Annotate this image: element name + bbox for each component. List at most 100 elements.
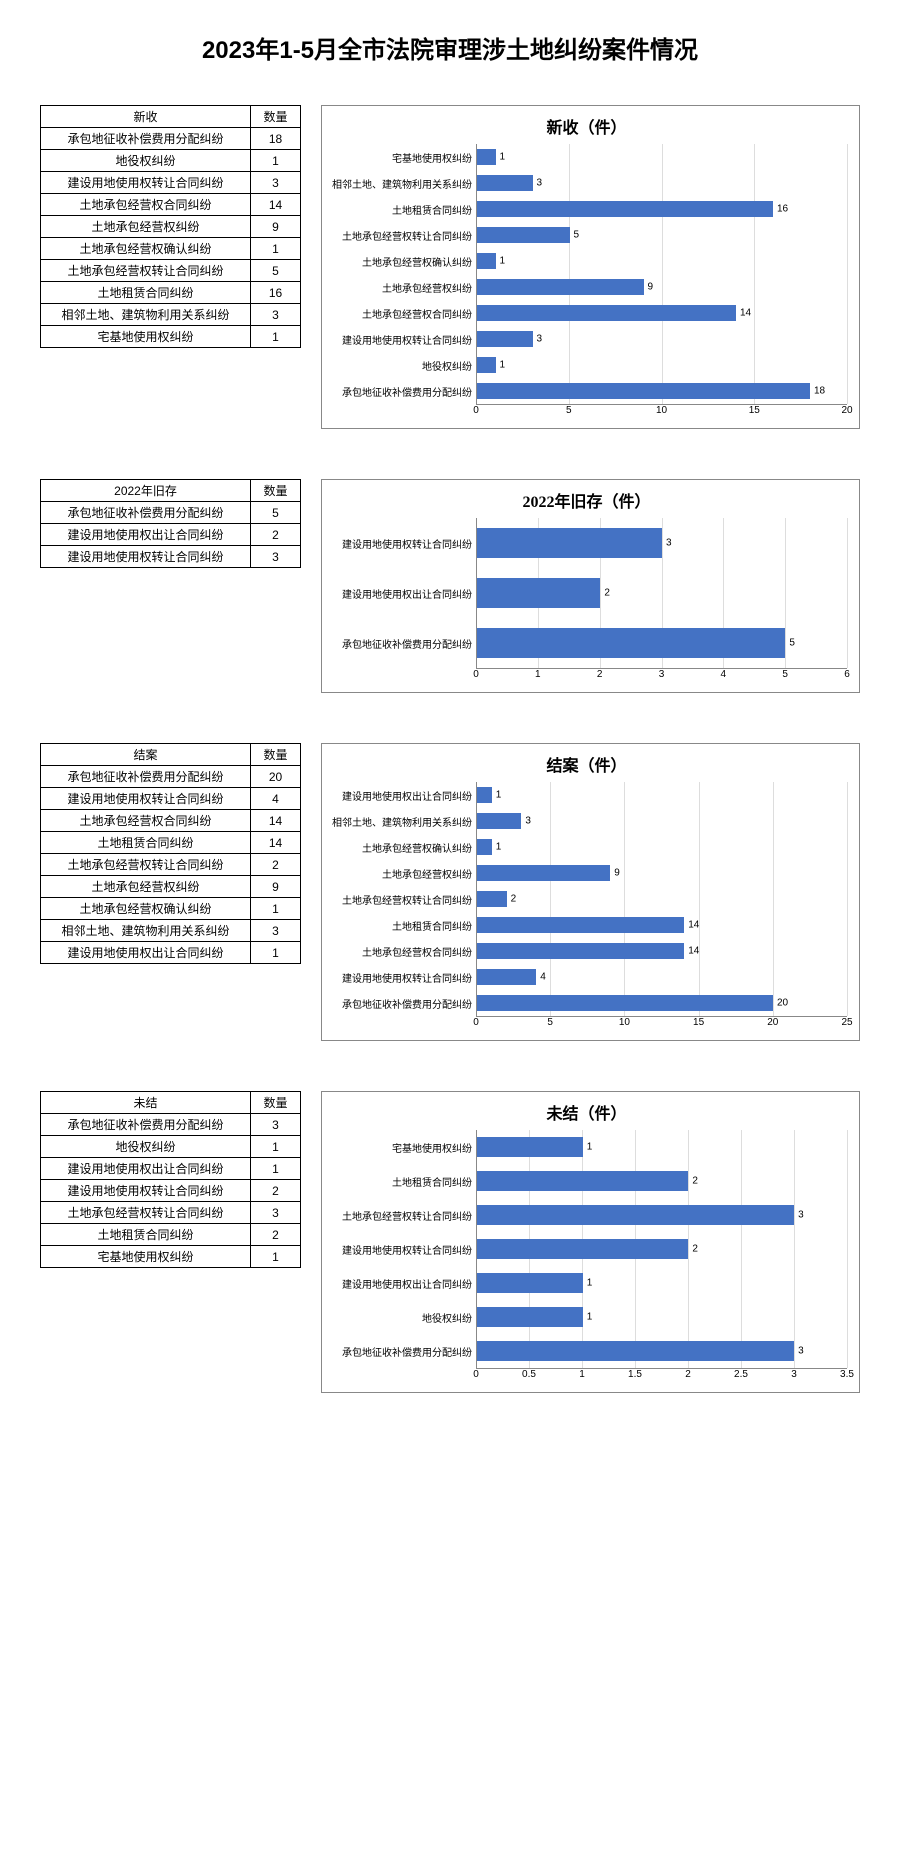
chart-bar-value: 3 [794, 1209, 804, 1220]
axis-tick: 0 [473, 405, 479, 416]
chart-bar-value: 18 [810, 385, 825, 396]
table-row: 建设用地使用权转让合同纠纷2 [41, 1180, 301, 1202]
chart-bar-label: 建设用地使用权出让合同纠纷 [326, 788, 476, 803]
chart-bar-fill: 5 [477, 227, 570, 243]
data-table-wrap: 新收数量承包地征收补偿费用分配纠纷18地役权纠纷1建设用地使用权转让合同纠纷3土… [40, 105, 301, 348]
chart-bar-label: 土地承包经营权确认纠纷 [326, 840, 476, 855]
table-row: 土地租赁合同纠纷16 [41, 282, 301, 304]
chart-bar-label: 土地承包经营权纠纷 [326, 280, 476, 295]
table-cell-label: 承包地征收补偿费用分配纠纷 [41, 766, 251, 788]
table-row: 建设用地使用权转让合同纠纷4 [41, 788, 301, 810]
chart-x-axis: 00.511.522.533.5 [326, 1368, 847, 1384]
chart-bar-fill: 18 [477, 383, 810, 399]
table-header-count: 数量 [251, 1092, 301, 1114]
axis-tick: 15 [749, 405, 760, 416]
axis-tick: 0.5 [522, 1369, 536, 1380]
table-header-label: 结案 [41, 744, 251, 766]
chart-bar-row: 土地承包经营权转让合同纠纷5 [326, 222, 847, 248]
chart-bar-value: 16 [773, 203, 788, 214]
table-cell-label: 土地承包经营权合同纠纷 [41, 194, 251, 216]
table-row: 承包地征收补偿费用分配纠纷5 [41, 502, 301, 524]
chart-bar-fill: 1 [477, 357, 496, 373]
table-header-label: 2022年旧存 [41, 480, 251, 502]
table-row: 土地承包经营权合同纠纷14 [41, 810, 301, 832]
axis-tick: 2 [685, 1369, 691, 1380]
chart-bar-value: 4 [536, 971, 546, 982]
table-cell-value: 4 [251, 788, 301, 810]
table-cell-value: 3 [251, 546, 301, 568]
gridline [847, 518, 848, 668]
table-cell-label: 建设用地使用权转让合同纠纷 [41, 788, 251, 810]
chart-bar-fill: 2 [477, 578, 600, 608]
table-row: 土地承包经营权合同纠纷14 [41, 194, 301, 216]
chart-bar-fill: 1 [477, 787, 492, 803]
chart-bar-row: 土地承包经营权确认纠纷1 [326, 834, 847, 860]
axis-tick: 6 [844, 669, 850, 680]
table-row: 土地承包经营权转让合同纠纷2 [41, 854, 301, 876]
chart-bar-track: 3 [476, 808, 847, 834]
axis-tick: 5 [782, 669, 788, 680]
chart-bar-value: 1 [492, 789, 502, 800]
axis-tick: 25 [841, 1017, 852, 1028]
table-cell-value: 2 [251, 524, 301, 546]
axis-tick: 20 [767, 1017, 778, 1028]
chart-bar-fill: 9 [477, 865, 610, 881]
axis-spacer [326, 1368, 476, 1384]
chart-bar-row: 相邻土地、建筑物利用关系纠纷3 [326, 808, 847, 834]
chart-bar-label: 相邻土地、建筑物利用关系纠纷 [326, 814, 476, 829]
chart-bar-row: 土地承包经营权确认纠纷1 [326, 248, 847, 274]
chart-bar-label: 土地承包经营权转让合同纠纷 [326, 228, 476, 243]
chart-bar-track: 1 [476, 144, 847, 170]
chart-bar-label: 土地承包经营权合同纠纷 [326, 306, 476, 321]
chart-bar-fill: 1 [477, 253, 496, 269]
table-row: 地役权纠纷1 [41, 1136, 301, 1158]
table-cell-label: 建设用地使用权出让合同纠纷 [41, 942, 251, 964]
table-cell-label: 相邻土地、建筑物利用关系纠纷 [41, 920, 251, 942]
chart-bar-track: 14 [476, 912, 847, 938]
chart-bar-label: 相邻土地、建筑物利用关系纠纷 [326, 176, 476, 191]
chart-bar-row: 土地承包经营权纠纷9 [326, 274, 847, 300]
chart-title: 结案（件） [326, 752, 847, 776]
table-cell-label: 土地租赁合同纠纷 [41, 282, 251, 304]
data-table: 2022年旧存数量承包地征收补偿费用分配纠纷5建设用地使用权出让合同纠纷2建设用… [40, 479, 301, 568]
table-cell-value: 3 [251, 1114, 301, 1136]
chart-bar-value: 5 [785, 638, 795, 649]
bar-chart: 2022年旧存（件）建设用地使用权转让合同纠纷3建设用地使用权出让合同纠纷2承包… [321, 479, 860, 693]
table-row: 建设用地使用权出让合同纠纷1 [41, 942, 301, 964]
table-cell-label: 宅基地使用权纠纷 [41, 326, 251, 348]
table-row: 承包地征收补偿费用分配纠纷3 [41, 1114, 301, 1136]
chart-body: 宅基地使用权纠纷1相邻土地、建筑物利用关系纠纷3土地租赁合同纠纷16土地承包经营… [326, 144, 847, 420]
chart-bar-track: 1 [476, 352, 847, 378]
chart-bar-row: 地役权纠纷1 [326, 352, 847, 378]
chart-x-axis: 05101520 [326, 404, 847, 420]
table-row: 土地承包经营权纠纷9 [41, 876, 301, 898]
chart-body: 宅基地使用权纠纷1土地租赁合同纠纷2土地承包经营权转让合同纠纷3建设用地使用权转… [326, 1130, 847, 1384]
chart-bar-value: 1 [496, 151, 506, 162]
gridline [847, 144, 848, 404]
chart-bar-track: 16 [476, 196, 847, 222]
table-cell-value: 1 [251, 898, 301, 920]
axis-tick: 3 [659, 669, 665, 680]
chart-bar-track: 2 [476, 568, 847, 618]
chart-bar-track: 2 [476, 1232, 847, 1266]
table-header-count: 数量 [251, 106, 301, 128]
section: 结案数量承包地征收补偿费用分配纠纷20建设用地使用权转让合同纠纷4土地承包经营权… [40, 743, 860, 1041]
data-table-wrap: 结案数量承包地征收补偿费用分配纠纷20建设用地使用权转让合同纠纷4土地承包经营权… [40, 743, 301, 964]
table-cell-value: 1 [251, 942, 301, 964]
axis-tick: 0 [473, 1017, 479, 1028]
axis-tick: 1 [579, 1369, 585, 1380]
chart-bar-value: 2 [688, 1175, 698, 1186]
table-cell-label: 承包地征收补偿费用分配纠纷 [41, 1114, 251, 1136]
chart-bar-track: 1 [476, 782, 847, 808]
chart-bar-track: 2 [476, 1164, 847, 1198]
chart-bar-value: 1 [583, 1311, 593, 1322]
table-cell-value: 2 [251, 1224, 301, 1246]
axis-area: 05101520 [476, 404, 847, 420]
data-table: 结案数量承包地征收补偿费用分配纠纷20建设用地使用权转让合同纠纷4土地承包经营权… [40, 743, 301, 964]
table-cell-value: 14 [251, 810, 301, 832]
axis-area: 0510152025 [476, 1016, 847, 1032]
chart-bar-label: 土地承包经营权纠纷 [326, 866, 476, 881]
table-row: 土地承包经营权纠纷9 [41, 216, 301, 238]
axis-tick: 10 [619, 1017, 630, 1028]
chart-bar-row: 宅基地使用权纠纷1 [326, 144, 847, 170]
